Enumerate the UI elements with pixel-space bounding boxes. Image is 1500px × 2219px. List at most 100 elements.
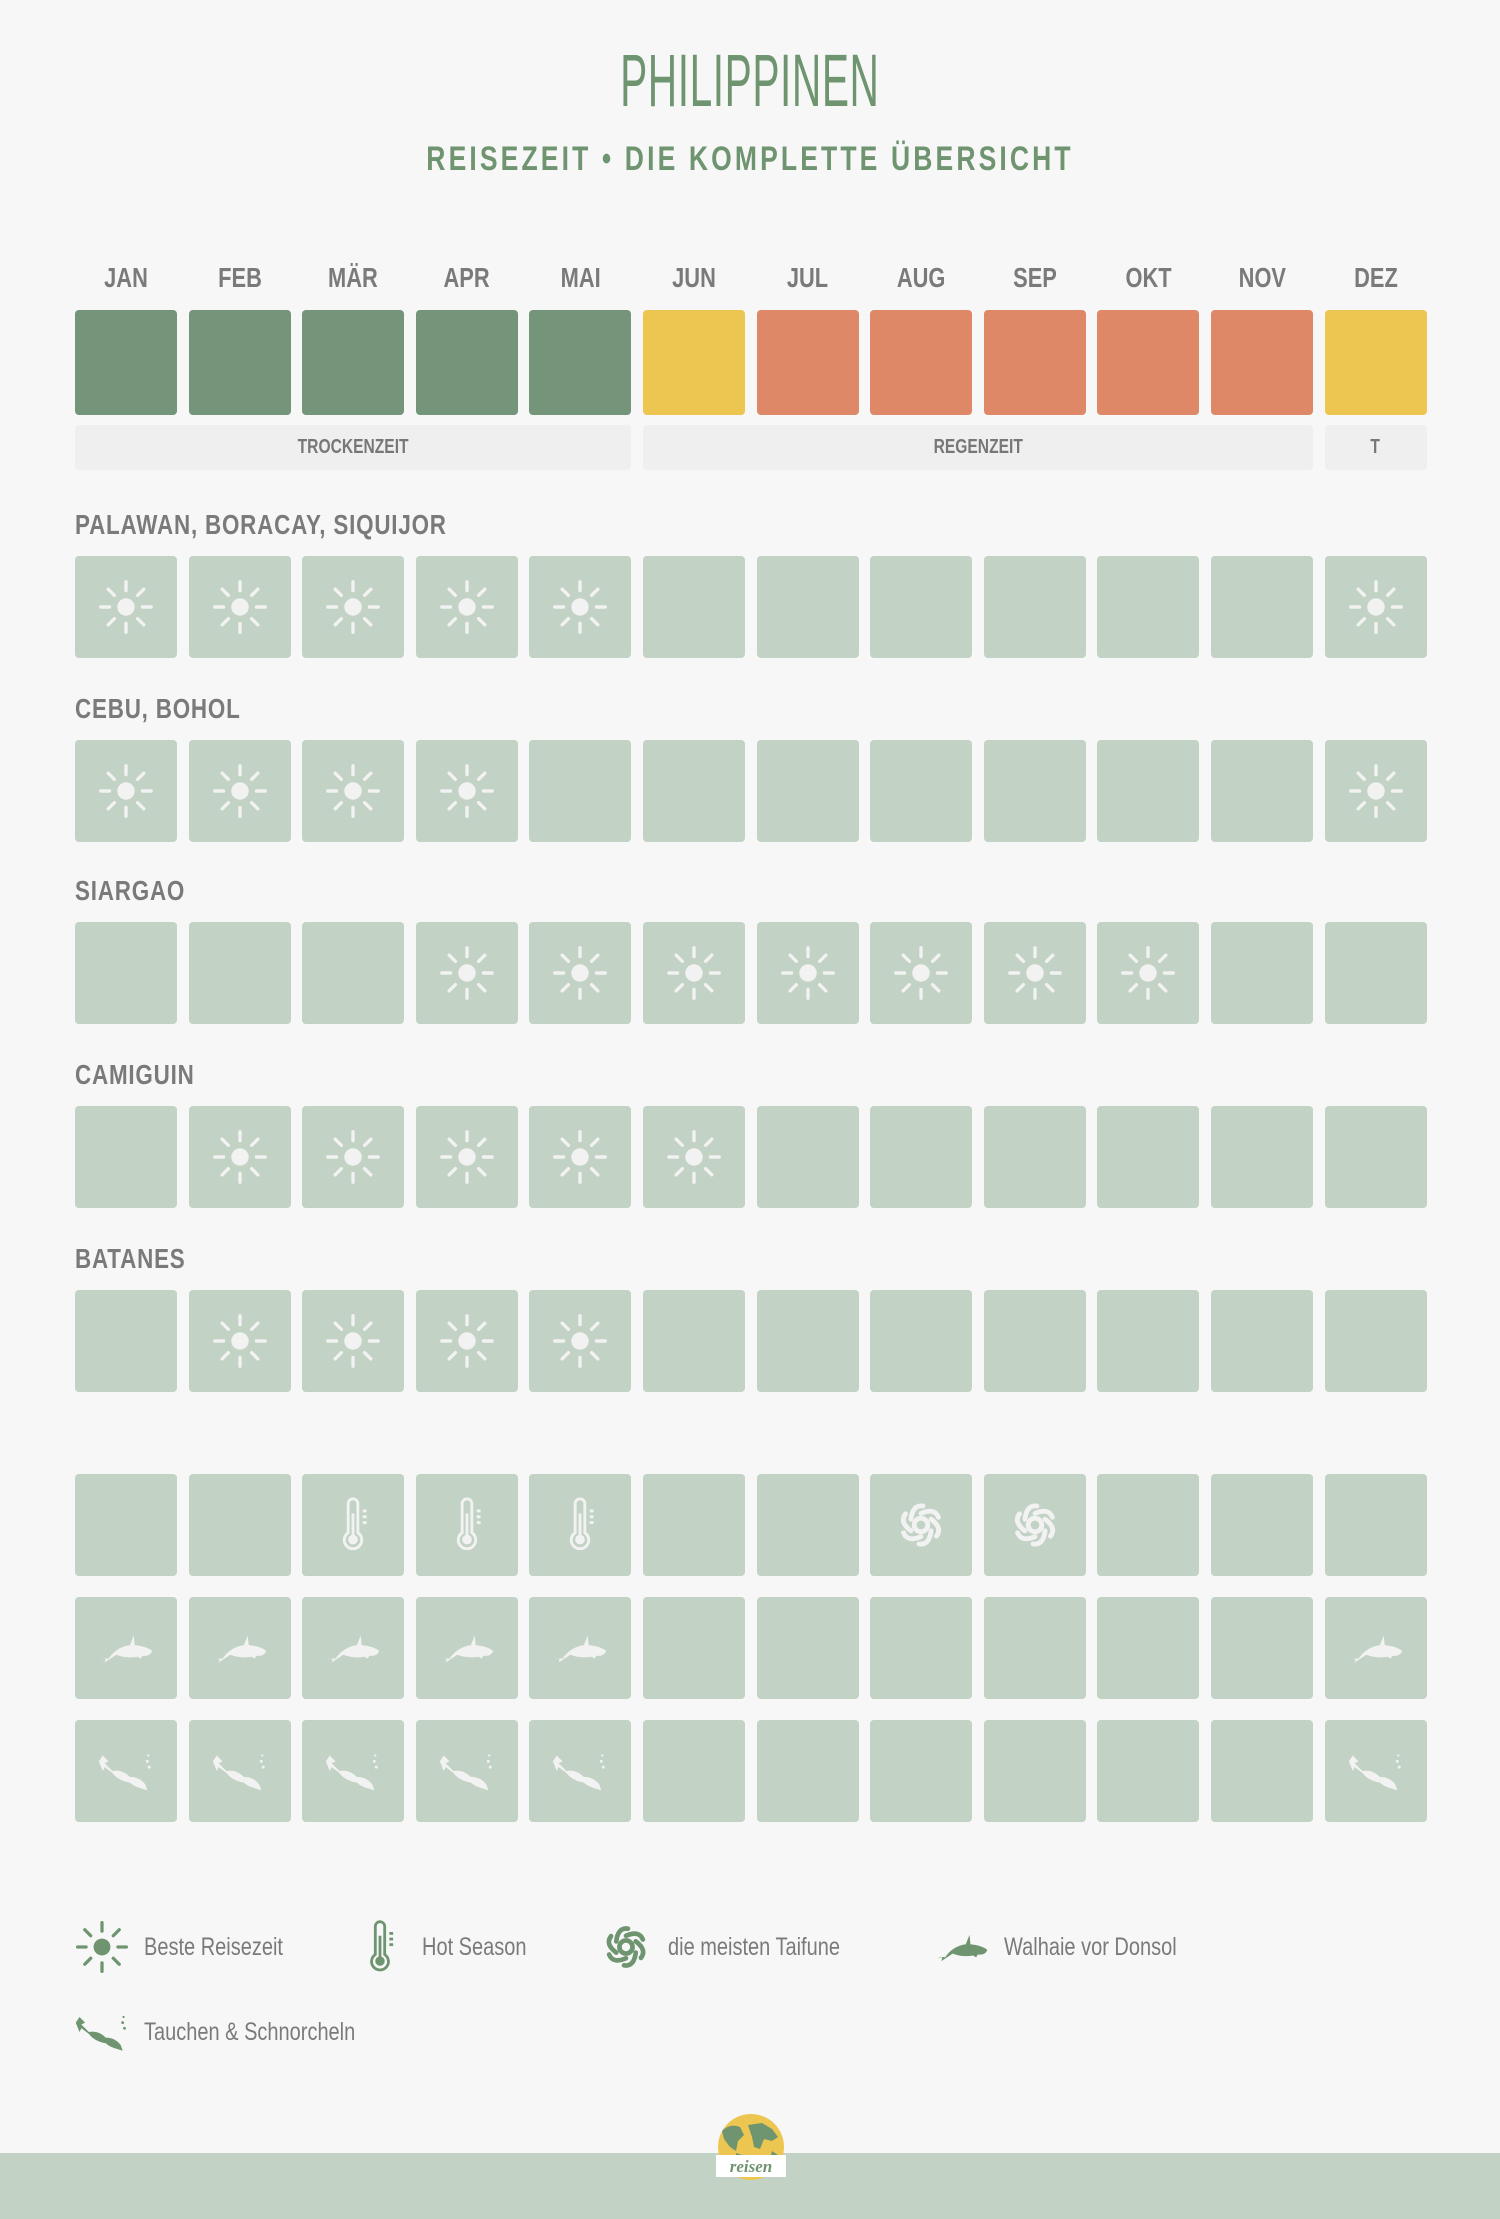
month-label: NOV [1211,262,1313,294]
activity-row-cell [983,1720,1086,1822]
sun-icon [99,580,153,634]
region-row-cell [1097,922,1200,1024]
region-row-cell [75,922,177,1024]
region-label: SIARGAO [75,875,213,907]
whale-icon [555,1635,607,1663]
sun-icon [326,1130,381,1184]
region-row-cell [1097,1290,1200,1392]
region-row-cell [756,1290,859,1392]
activity-row-cell [75,1720,177,1822]
month-label: AUG [870,262,972,294]
season-bar: TROCKENZEIT [75,425,632,470]
activity-row-cell [1097,1474,1200,1576]
sun-icon [212,1130,267,1184]
region-row-cell [1324,1106,1427,1208]
region-row-cell [1097,556,1200,658]
legend-item: die meisten Taifune [596,1917,883,1977]
region-label-text: PALAWAN, BORACAY, SIQUIJOR [75,509,447,540]
activity-row-cell [643,1474,745,1576]
month-label: JAN [75,262,177,294]
region-row-cell [188,556,291,658]
brand-logo: reisen [716,2114,786,2180]
region-row-cell [1324,922,1427,1024]
region-row-cell [415,740,518,842]
region-row-cell [870,1290,973,1392]
sun-icon [553,1314,608,1368]
activity-row-cell [756,1597,859,1699]
region-row-cell [983,1290,1086,1392]
region-row-cell [643,740,745,842]
activity-row-cell [188,1597,291,1699]
month-label: DEZ [1325,262,1427,294]
activity-row-cell [870,1597,973,1699]
region-row-cell [643,556,745,658]
month-label-text: JUL [786,262,829,293]
diver-icon [439,1754,492,1791]
logo-text: reisen [730,2157,773,2176]
month-label: MAI [529,262,631,294]
region-row-cell [302,1106,405,1208]
legend-label: Beste Reisezeit [144,1932,283,1961]
page-subtitle-text: REISEZEIT • DIE KOMPLETTE ÜBERSICHT [426,140,1074,178]
season-label: TROCKENZEIT [297,436,409,458]
region-label: CAMIGUIN [75,1059,225,1091]
region-row-cell [1097,740,1200,842]
region-row-cell [983,1106,1086,1208]
region-label: PALAWAN, BORACAY, SIQUIJOR [75,509,540,541]
sun-icon [212,580,267,634]
season-label: REGENZEIT [933,436,1023,458]
sun-icon [326,1314,381,1368]
activity-row-cell [1097,1597,1200,1699]
sun-icon [553,946,608,1000]
legend-label: Walhaie vor Donsol [1004,1932,1177,1961]
month-label: FEB [189,262,291,294]
month-label-text: MÄR [328,262,379,293]
region-row-cell [756,556,859,658]
region-row-cell [188,1290,291,1392]
sun-icon [75,1920,129,1974]
activity-row-cell [870,1720,973,1822]
sun-icon [439,580,494,634]
region-row-cell [1211,922,1313,1024]
month-label: OKT [1097,262,1199,294]
activity-row-cell [643,1720,745,1822]
activity-row-cell [1211,1597,1313,1699]
month-label: JUN [643,262,745,294]
legend-label: die meisten Taifune [668,1932,840,1961]
activity-row-cell [1211,1720,1313,1822]
thermometer-icon [456,1497,481,1551]
activity-row-cell [983,1474,1086,1576]
climate-bar-transition [1324,310,1427,415]
activity-row-cell [1097,1720,1200,1822]
region-row-cell [643,922,745,1024]
region-row-cell [870,922,973,1024]
region-row-cell [983,556,1086,658]
sun-icon [439,764,494,818]
activity-row-cell [188,1720,291,1822]
activity-row-cell [1324,1720,1427,1822]
region-row-cell [870,1106,973,1208]
region-row-cell [529,556,632,658]
activity-row-cell [415,1720,518,1822]
typhoon-icon [606,1926,646,1968]
region-row-cell [643,1290,745,1392]
month-label-text: SEP [1012,262,1057,293]
region-row-cell [1211,740,1313,842]
region-row-cell [1211,556,1313,658]
typhoon-icon [1014,1503,1055,1547]
page-title: PHILIPPINEN [0,38,1500,123]
diver-icon [1348,1754,1401,1791]
diver-icon [98,1754,151,1791]
activity-row-cell [188,1474,291,1576]
sun-icon [780,946,835,1000]
month-label-text: JAN [104,262,148,293]
region-row-cell [75,740,177,842]
season-bar: REGENZEIT [643,425,1313,470]
climate-bar-dry [302,310,405,415]
legend-item: Tauchen & Schnorcheln [72,2002,408,2062]
region-row-cell [1324,1290,1427,1392]
sun-icon [326,580,381,634]
region-label: CEBU, BOHOL [75,693,282,725]
region-row-cell [188,740,291,842]
region-row-cell [529,740,632,842]
